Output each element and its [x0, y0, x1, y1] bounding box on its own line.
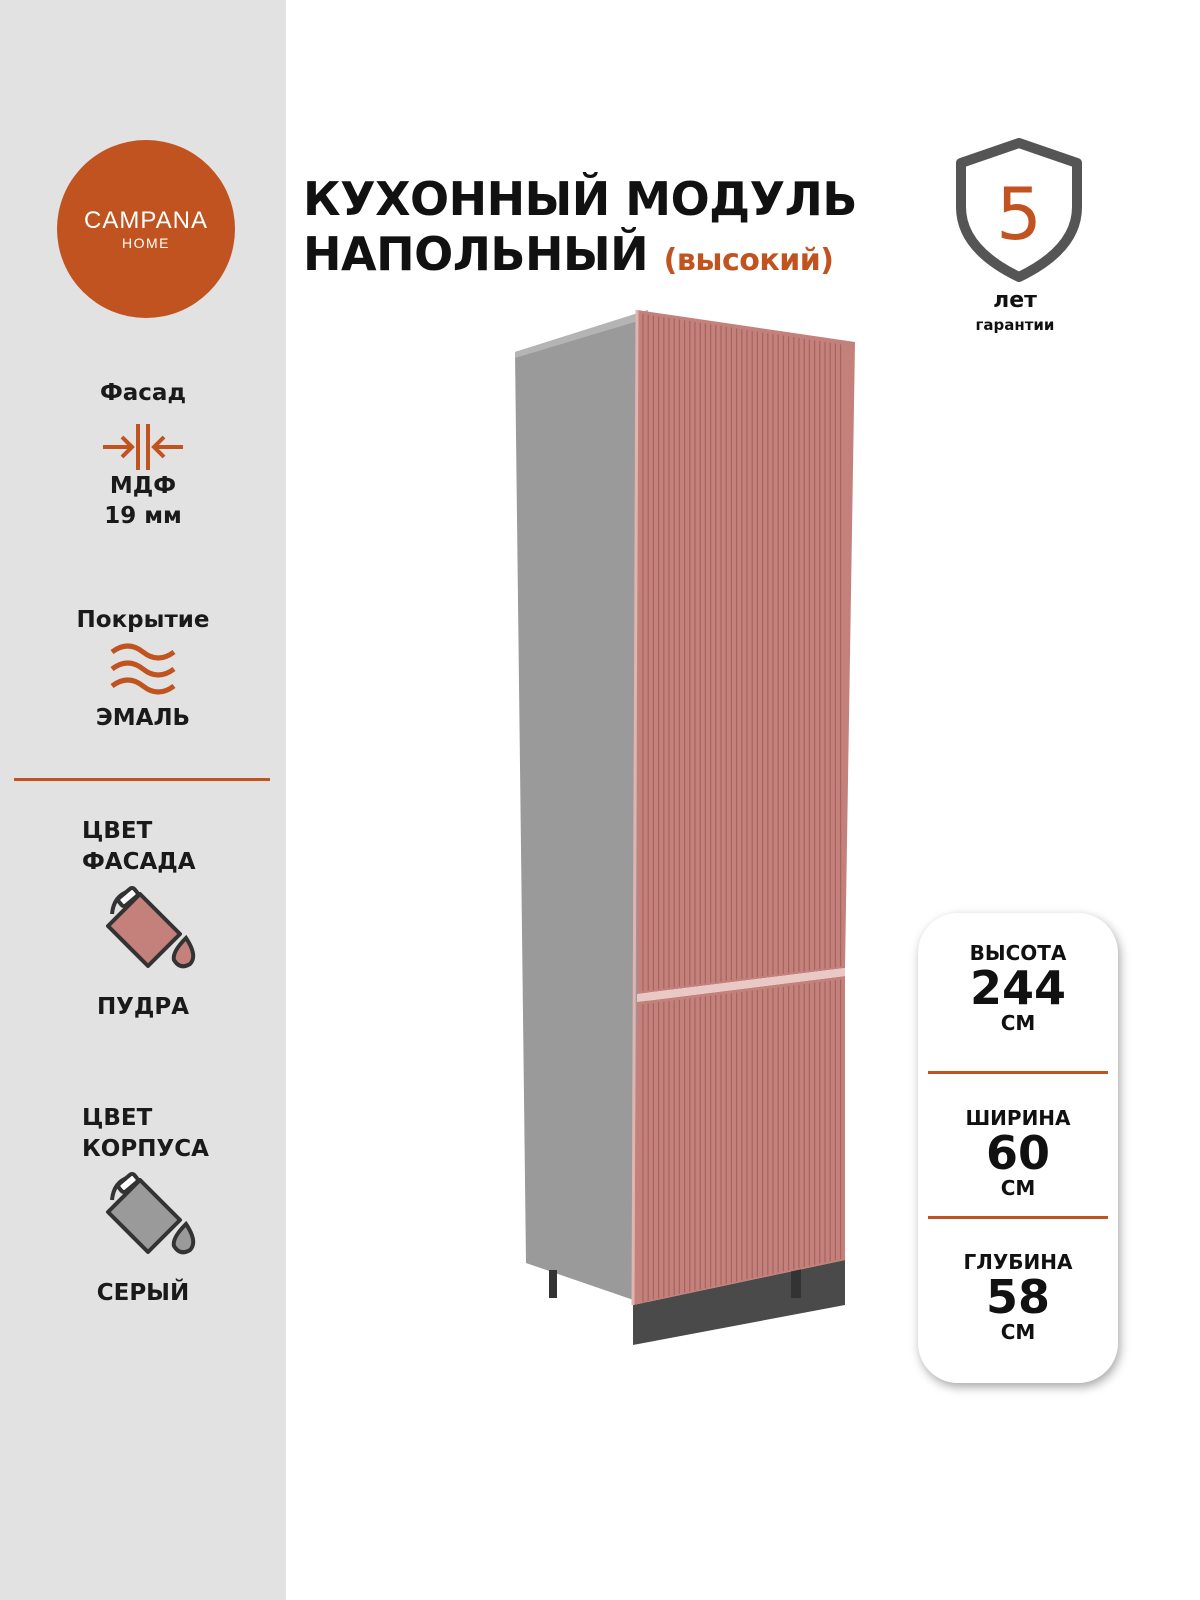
depth-unit: СМ	[1000, 1320, 1036, 1344]
depth-label: ГЛУБИНА	[963, 1250, 1073, 1274]
brand-sub: HOME	[122, 235, 170, 251]
width-unit: СМ	[1000, 1176, 1036, 1200]
title-accent: (высокий)	[663, 243, 834, 278]
shield-icon: 5	[956, 138, 1082, 282]
thickness-arrows-icon	[103, 424, 183, 470]
body-color-label: ЦВЕТ КОРПУСА	[82, 1105, 209, 1162]
width-value: 60	[985, 1126, 1050, 1180]
brand-logo: CAMPANA HOME	[57, 140, 235, 318]
facade-color-value: ПУДРА	[96, 994, 190, 1020]
height-unit: СМ	[1000, 1011, 1036, 1035]
coating-label: Покрытие	[76, 607, 210, 633]
facade-thickness: 19 мм	[104, 503, 182, 529]
body-color-value: СЕРЫЙ	[96, 1280, 190, 1306]
depth-value: 58	[985, 1270, 1050, 1324]
waves-icon	[110, 643, 176, 695]
coating-value: ЭМАЛЬ	[95, 705, 191, 731]
sidebar-divider	[14, 778, 270, 781]
title-line2: НАПОЛЬНЫЙ (высокий)	[303, 227, 834, 281]
dim-divider	[928, 1216, 1108, 1219]
cabinet-image	[515, 310, 855, 1345]
warranty-number: 5	[996, 172, 1042, 256]
width-label: ШИРИНА	[965, 1106, 1071, 1130]
height-label: ВЫСОТА	[969, 941, 1067, 965]
page-title: КУХОННЫЙ МОДУЛЬ НАПОЛЬНЫЙ (высокий)	[303, 172, 857, 288]
title-line1: КУХОННЫЙ МОДУЛЬ	[303, 172, 857, 226]
dimensions-card: ВЫСОТА 244 СМ ШИРИНА 60 СМ ГЛУБИНА 58 СМ	[918, 913, 1118, 1383]
warranty-label: лет	[993, 288, 1037, 313]
paint-bucket-icon	[106, 1171, 196, 1255]
facade-color-label: ЦВЕТ ФАСАДА	[82, 818, 196, 875]
paint-bucket-icon	[106, 885, 196, 969]
brand-name: CAMPANA	[84, 207, 208, 234]
facade-label: Фасад	[99, 380, 187, 406]
facade-material: МДФ	[109, 473, 177, 499]
height-value: 244	[969, 961, 1067, 1015]
dim-divider	[928, 1071, 1108, 1074]
sidebar: CAMPANA HOME Фасад МДФ 19 мм Покрытие ЭМ…	[0, 0, 286, 1600]
warranty-sublabel: гарантии	[975, 316, 1055, 334]
